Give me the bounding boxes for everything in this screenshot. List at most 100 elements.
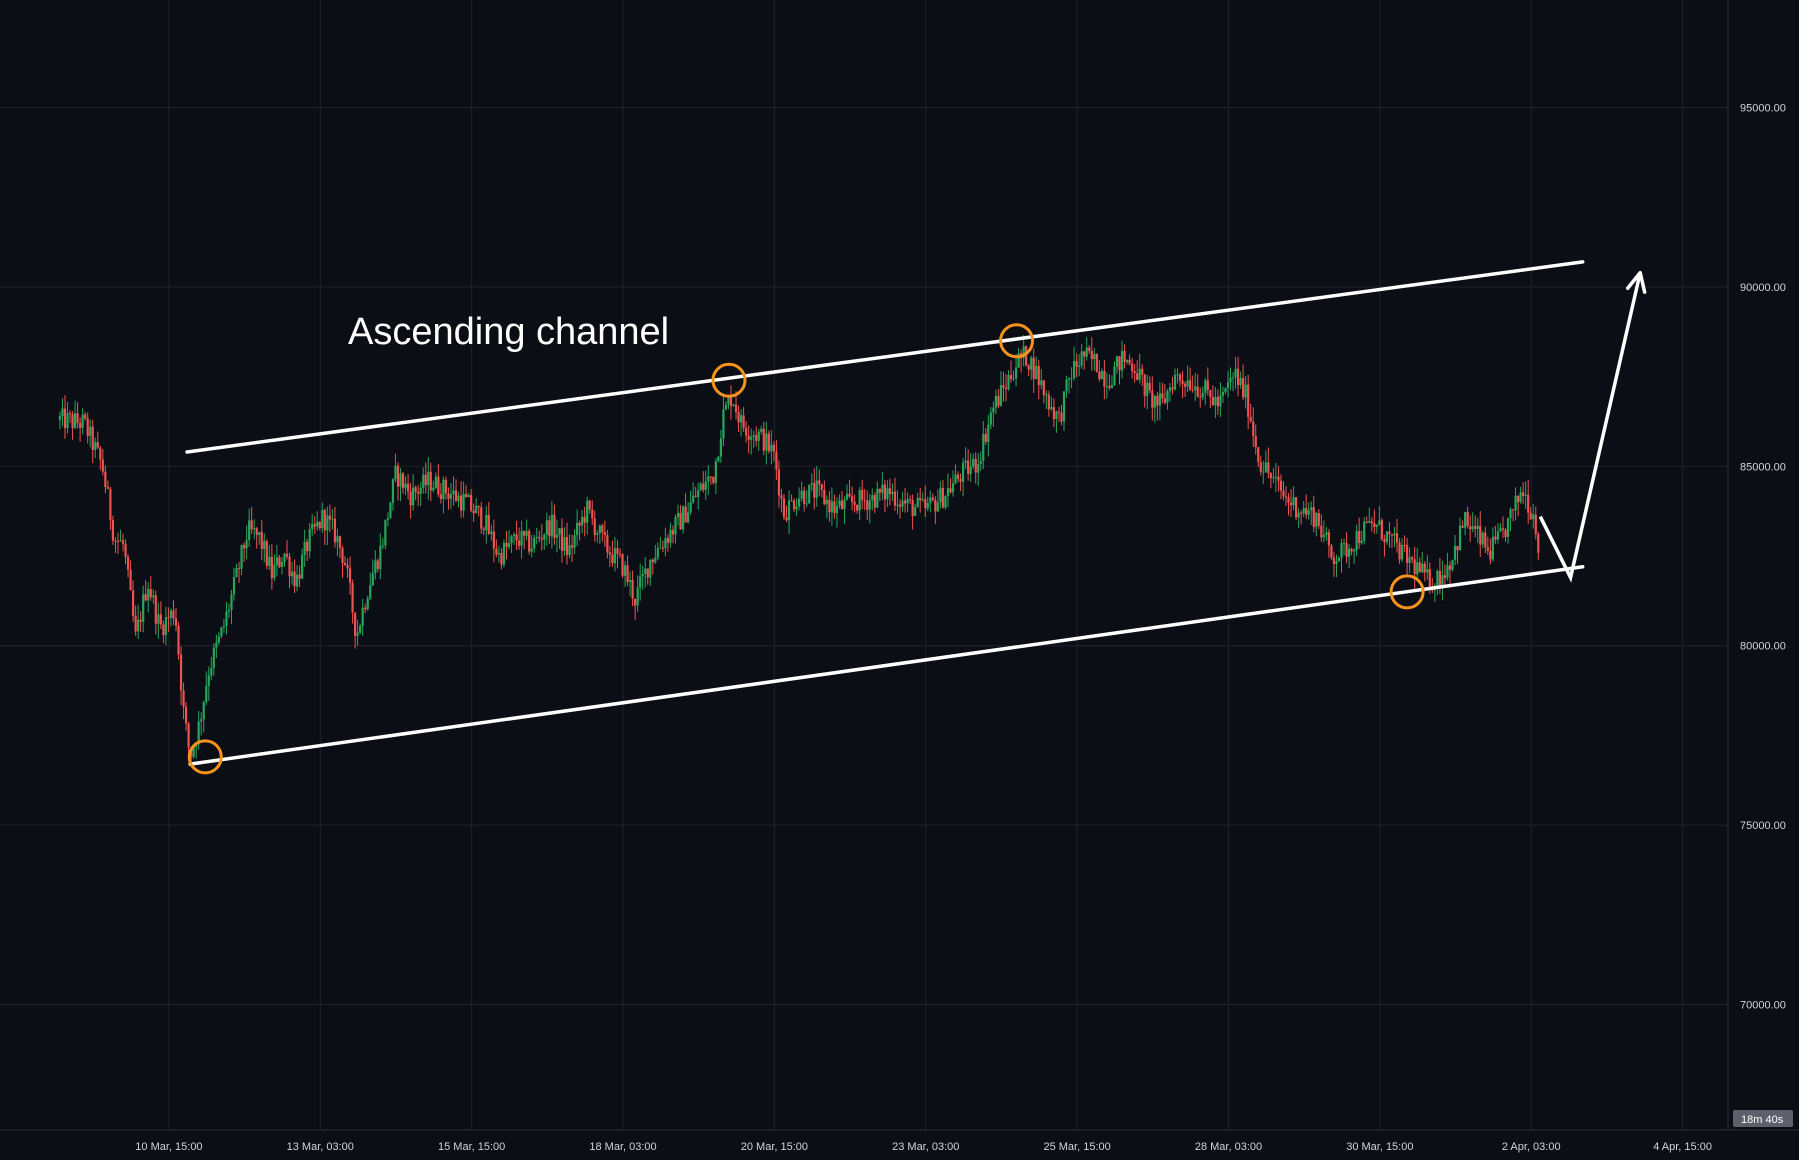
candle-body [1517,495,1520,503]
channel-upper-line[interactable] [185,260,1585,454]
candle-body [147,589,150,601]
candle-body [1204,380,1207,393]
price-tick-label[interactable]: 95000.00 [1740,103,1786,115]
candle-body [1249,416,1252,422]
projection-arrow-head[interactable] [1625,270,1647,294]
candle-body [1173,374,1177,390]
time-tick-label[interactable]: 15 Mar, 15:00 [438,1141,505,1153]
candle-body [1363,521,1366,541]
candle-body [787,500,791,521]
candle-body [1264,462,1267,472]
time-tick-label[interactable]: 30 Mar, 15:00 [1346,1141,1413,1153]
pivot-circles[interactable] [187,323,1425,775]
candle-body [505,542,508,547]
candle-body [1423,563,1426,573]
price-tick-label[interactable]: 75000.00 [1740,820,1786,832]
channel-lower-line[interactable] [188,565,1585,766]
time-tick-label[interactable]: 23 Mar, 03:00 [892,1141,959,1153]
candle-body [454,490,458,501]
candle-body [1504,529,1507,538]
price-tick-label[interactable]: 70000.00 [1740,999,1786,1011]
candle-body [724,404,728,410]
candle-body [1307,510,1310,515]
candle-body [1448,565,1452,570]
time-tick-label[interactable]: 13 Mar, 03:00 [287,1141,354,1153]
candle-body [838,500,841,506]
candle-body [177,625,180,655]
candle-body [1143,374,1146,396]
candle-body [432,487,435,491]
time-tick-label[interactable]: 4 Apr, 15:00 [1653,1141,1712,1153]
candle-body [306,541,309,552]
pivot-circle[interactable] [999,323,1035,359]
candle-body [1199,396,1202,398]
candle-body [331,518,334,520]
candle-body [1161,393,1164,399]
ascending-channel-drawing[interactable] [185,260,1585,766]
candle-body [1501,528,1505,530]
time-tick-label[interactable]: 10 Mar, 15:00 [135,1141,202,1153]
candle-body [1474,526,1477,529]
candle-body [719,438,723,457]
candle-body [1406,544,1409,564]
candle-body [634,598,637,606]
candle-body [1524,494,1527,496]
candle-body [84,414,87,419]
candle-body [1355,531,1358,551]
candle-body [359,625,362,633]
pivot-circle[interactable] [711,362,747,398]
candle-body [702,483,705,490]
time-tick-label[interactable]: 25 Mar, 15:00 [1043,1141,1110,1153]
candle-body [1156,395,1159,406]
time-tick-label[interactable]: 28 Mar, 03:00 [1195,1141,1262,1153]
candle-body [356,632,359,636]
time-axis[interactable]: 10 Mar, 15:00 13 Mar, 03:00 15 Mar, 15:00 1… [135,1141,1712,1153]
candle-body [987,424,990,442]
candle-body [1408,557,1411,564]
annotation-title[interactable]: Ascending channel [348,311,669,353]
candle-body [603,532,606,536]
candle-body [197,721,200,745]
candle-body [997,395,1000,406]
candle-body [364,607,367,610]
price-tick-label[interactable]: 90000.00 [1740,282,1786,294]
time-tick-label[interactable]: 20 Mar, 15:00 [741,1141,808,1153]
candle-body [921,499,924,501]
candle-body [240,544,243,569]
candle-body [790,500,793,502]
candle-body [1476,525,1479,529]
candle-body [535,536,538,539]
candle-body [169,610,173,618]
candle-body [374,560,377,574]
candle-body [361,607,364,626]
candle-body [1378,520,1381,525]
price-tick-label[interactable]: 85000.00 [1740,461,1786,473]
candle-body [1216,396,1219,407]
price-axis[interactable]: 70000.00 75000.00 80000.00 85000.00 90000.00… [1740,103,1786,1012]
candle-body [934,499,937,512]
candle-body [472,510,475,514]
candle-body [490,531,493,535]
candle-body [1269,473,1272,479]
time-tick-label[interactable]: 18 Mar, 03:00 [589,1141,656,1153]
candle-body [823,489,826,505]
candle-body [106,487,109,489]
candle-body [68,413,72,415]
candle-body [517,540,521,546]
pivot-circle[interactable] [187,739,223,775]
candle-body [1178,374,1182,381]
time-tick-label[interactable]: 2 Apr, 03:00 [1502,1141,1561,1153]
candle-body [601,525,604,533]
candle-body [243,544,246,549]
pivot-circle[interactable] [1389,574,1425,610]
price-tick-label[interactable]: 80000.00 [1740,641,1786,653]
projection-arrow-path[interactable] [1538,272,1642,583]
countdown-badge-bg [1733,1110,1793,1127]
projection-arrow[interactable] [1538,270,1647,583]
candle-body [303,541,306,555]
candle-body [931,497,934,500]
candle-body [651,559,654,563]
candle-body [1295,497,1298,518]
